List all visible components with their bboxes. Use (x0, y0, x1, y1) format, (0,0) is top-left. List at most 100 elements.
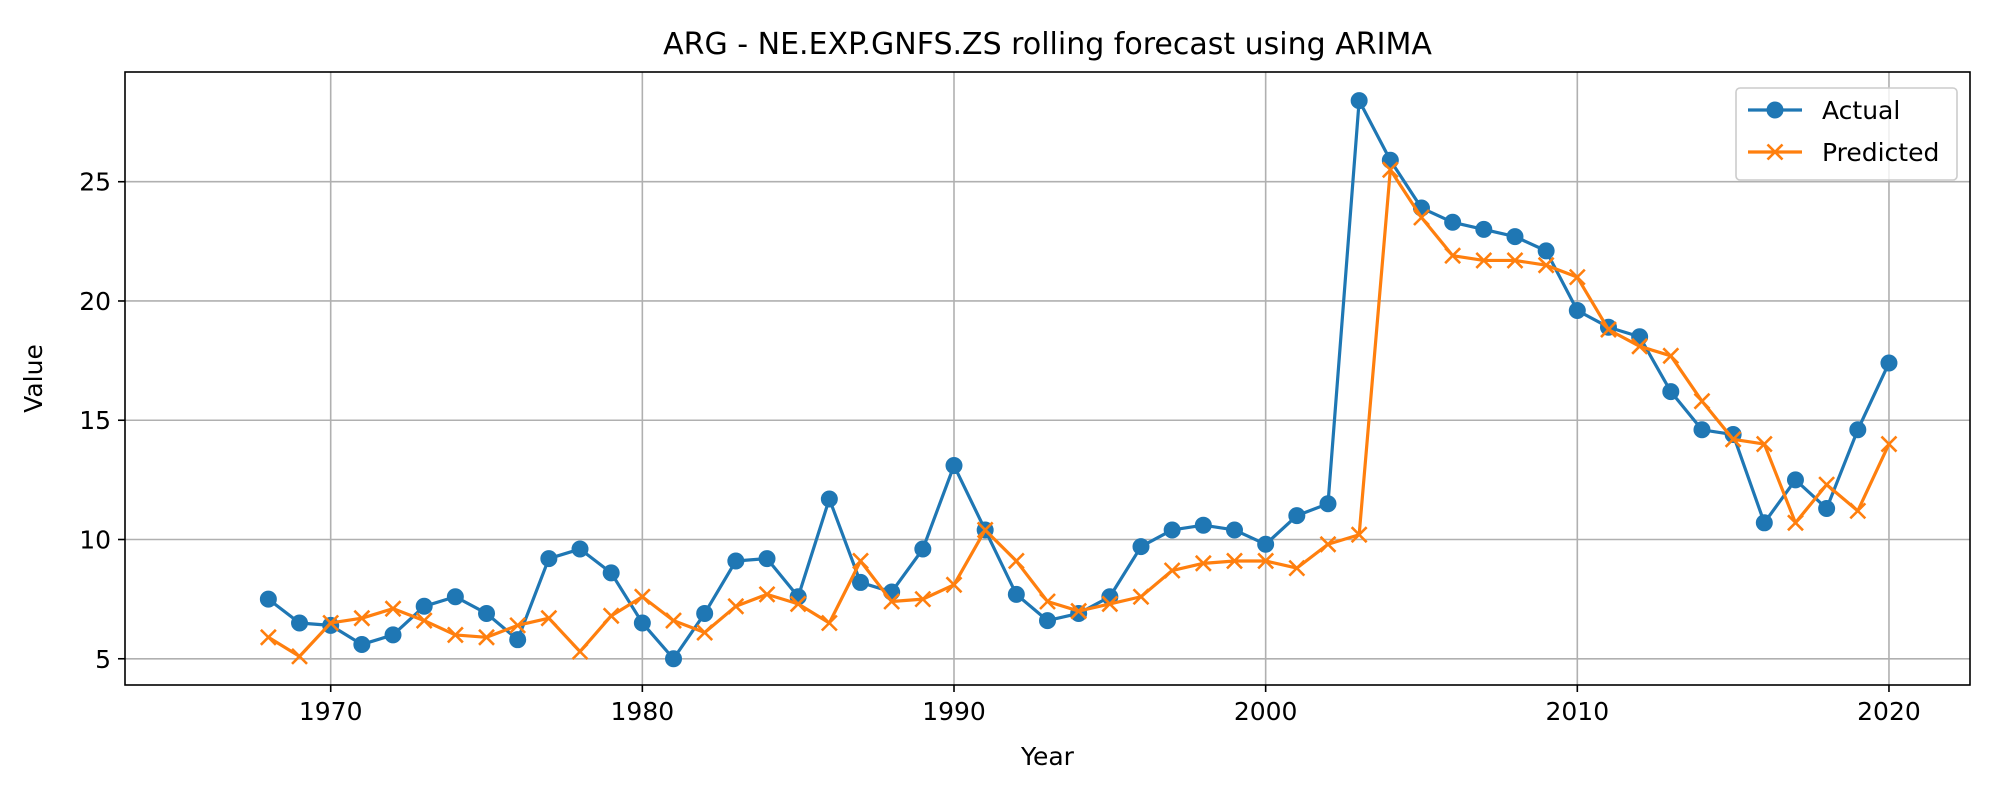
data-point-actual (291, 614, 309, 632)
data-point-predicted (602, 607, 620, 625)
x-marker-stroke (1693, 392, 1711, 410)
y-axis-label: Value (19, 344, 48, 413)
data-point-predicted (1600, 321, 1617, 339)
x-marker-stroke (1506, 252, 1524, 269)
data-point-actual (852, 573, 870, 591)
data-point-predicted (571, 643, 589, 661)
data-point-predicted (415, 612, 433, 630)
data-point-predicted (976, 521, 994, 539)
data-point-predicted (1039, 593, 1056, 610)
x-marker-stroke (384, 600, 402, 618)
data-point-predicted (665, 612, 682, 630)
x-marker-stroke (1319, 535, 1337, 553)
legend-label: Predicted (1822, 138, 1939, 167)
data-point-actual (665, 650, 683, 668)
x-marker-stroke (758, 585, 776, 603)
x-marker-stroke (1101, 595, 1119, 613)
x-marker-stroke (291, 647, 308, 665)
data-point-actual (820, 490, 838, 508)
x-marker-stroke (259, 628, 277, 646)
x-marker-stroke (1413, 209, 1430, 226)
x-tick-label: 2020 (1857, 697, 1921, 726)
data-point-predicted (1007, 552, 1025, 570)
data-point-actual (1475, 220, 1493, 238)
data-point-actual (1693, 421, 1711, 439)
x-marker-stroke (1288, 559, 1306, 577)
data-point-predicted (820, 614, 838, 632)
y-tick-label: 5 (95, 645, 111, 674)
data-point-actual (1568, 302, 1586, 320)
data-point-actual (914, 540, 932, 558)
data-point-actual (1288, 507, 1306, 525)
x-marker-stroke (571, 643, 589, 661)
legend-marker (1766, 143, 1784, 161)
x-marker-stroke (1039, 593, 1056, 610)
data-point-predicted (509, 616, 527, 634)
series-line-actual (267, 99, 1891, 661)
y-tick-label: 25 (79, 168, 111, 197)
data-point-predicted (1101, 595, 1119, 613)
data-point-predicted (1537, 256, 1555, 274)
data-point-predicted (1693, 392, 1711, 410)
data-point-actual (1350, 92, 1368, 110)
x-marker-stroke (353, 609, 371, 627)
x-marker-stroke (1163, 562, 1181, 579)
data-point-actual (945, 457, 963, 475)
data-point-predicted (883, 593, 901, 610)
x-marker-stroke (727, 597, 745, 615)
data-point-actual (509, 631, 527, 649)
x-marker-stroke (665, 612, 682, 630)
data-point-predicted (1475, 252, 1493, 269)
x-marker-stroke (1537, 256, 1555, 274)
data-point-actual (446, 588, 464, 606)
legend-label: Actual (1822, 96, 1900, 125)
data-point-predicted (1631, 337, 1649, 355)
legend: Actual Predicted (1735, 87, 1958, 181)
x-marker-stroke (1350, 526, 1368, 544)
x-marker-stroke (1766, 143, 1784, 161)
data-point-actual (1818, 499, 1836, 517)
data-point-actual (540, 550, 558, 568)
y-tick-label: 10 (79, 526, 111, 555)
data-point-predicted (758, 585, 776, 603)
x-marker-stroke (1880, 435, 1898, 453)
x-marker-stroke (1226, 552, 1243, 570)
x-marker-stroke (602, 607, 620, 625)
ticks-layer: 1970 1980 1990 2000 2010 2020 5 10 15 20 25 (79, 168, 1921, 726)
data-point-predicted (291, 647, 308, 665)
data-point-predicted (1755, 435, 1773, 453)
data-point-actual (1039, 612, 1056, 630)
x-marker-stroke (1568, 268, 1586, 286)
data-point-actual (1007, 585, 1025, 603)
x-marker-stroke (789, 595, 807, 613)
x-marker-stroke (1070, 602, 1088, 620)
data-point-predicted (1288, 559, 1306, 577)
data-point-predicted (384, 600, 402, 618)
x-marker-stroke (1475, 252, 1493, 269)
x-axis-label: Year (1020, 742, 1075, 771)
data-point-predicted (322, 614, 340, 632)
x-marker-stroke (446, 626, 464, 644)
data-point-predicted (1194, 554, 1212, 572)
x-marker-stroke (509, 616, 527, 634)
data-point-predicted (1724, 430, 1742, 448)
data-point-actual (1506, 228, 1524, 246)
x-marker-stroke (852, 552, 869, 570)
data-point-actual (1849, 421, 1867, 439)
x-marker-stroke (1381, 161, 1399, 179)
x-marker-stroke (1818, 476, 1836, 494)
data-point-actual (1194, 516, 1212, 534)
data-point-predicted (1818, 476, 1836, 494)
data-point-predicted (696, 624, 714, 641)
data-point-actual (1786, 471, 1804, 489)
y-tick-label: 15 (79, 406, 111, 435)
x-marker-stroke (696, 624, 714, 641)
data-point-predicted (633, 588, 651, 606)
data-point-actual (415, 597, 433, 615)
data-point-actual (1257, 535, 1275, 553)
data-point-actual (1163, 521, 1181, 539)
x-marker-stroke (322, 614, 340, 632)
data-point-actual (384, 626, 402, 644)
x-marker-stroke (1600, 321, 1617, 339)
